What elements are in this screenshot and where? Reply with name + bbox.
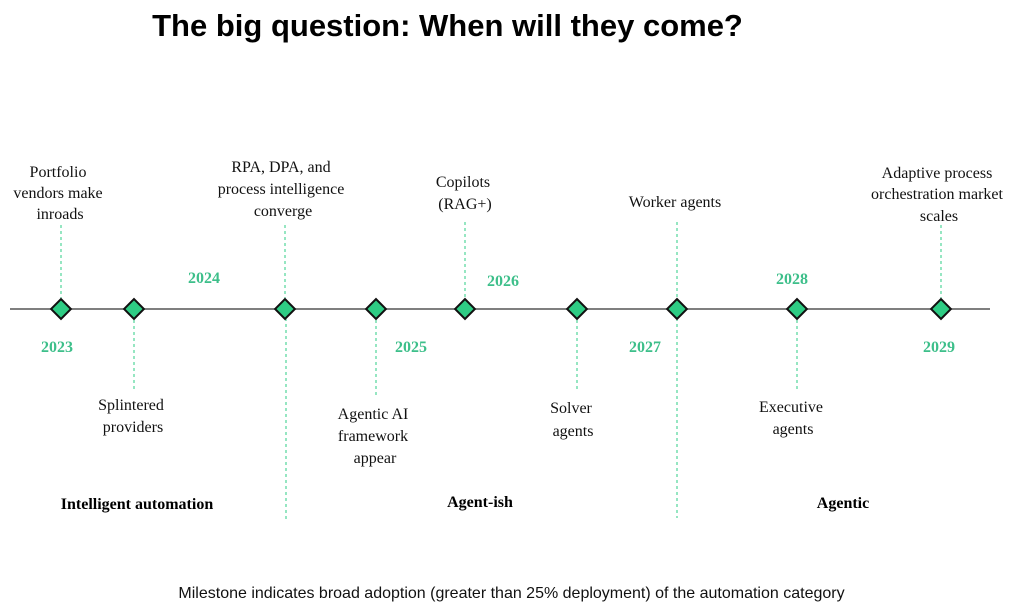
milestone-executive-agents: Executive agents bbox=[759, 399, 827, 438]
milestone-marker bbox=[665, 297, 689, 321]
milestone-markers bbox=[49, 297, 953, 321]
milestone-agentic-ai-framework: Agentic AI framework appear bbox=[338, 406, 413, 467]
milestone-marker bbox=[49, 297, 73, 321]
phase-label-agent-ish: Agent-ish bbox=[447, 494, 513, 511]
year-label-2025: 2025 bbox=[395, 339, 427, 356]
milestone-worker-agents: Worker agents bbox=[629, 194, 721, 211]
page-title: The big question: When will they come? bbox=[152, 8, 743, 43]
milestone-portfolio-vendors: Portfolio vendors make inroads bbox=[13, 164, 106, 223]
year-label-2026: 2026 bbox=[487, 273, 519, 290]
year-label-2029: 2029 bbox=[923, 339, 955, 356]
milestone-marker bbox=[785, 297, 809, 321]
milestone-marker bbox=[565, 297, 589, 321]
milestone-marker bbox=[929, 297, 953, 321]
phase-label-agentic: Agentic bbox=[817, 495, 869, 512]
footnote: Milestone indicates broad adoption (grea… bbox=[178, 585, 845, 602]
milestone-marker bbox=[273, 297, 297, 321]
milestone-solver-agents: Solver agents bbox=[550, 400, 596, 440]
year-label-2028: 2028 bbox=[776, 271, 808, 288]
phase-label-intelligent-automation: Intelligent automation bbox=[61, 496, 214, 513]
timeline-diagram: 2023 2024 2025 2026 2027 2028 2029 Portf… bbox=[10, 159, 1007, 522]
milestone-copilots: Copilots (RAG+) bbox=[436, 174, 494, 213]
year-label-2023: 2023 bbox=[41, 339, 73, 356]
milestone-splintered-providers: Splintered providers bbox=[98, 397, 168, 436]
milestone-marker bbox=[122, 297, 146, 321]
milestone-adaptive-process: Adaptive process orchestration market sc… bbox=[871, 165, 1007, 225]
year-label-2027: 2027 bbox=[629, 339, 661, 356]
milestone-marker bbox=[364, 297, 388, 321]
milestone-rpa-dpa-converge: RPA, DPA, and process intelligence conve… bbox=[218, 159, 349, 220]
milestone-marker bbox=[453, 297, 477, 321]
year-label-2024: 2024 bbox=[188, 270, 220, 287]
